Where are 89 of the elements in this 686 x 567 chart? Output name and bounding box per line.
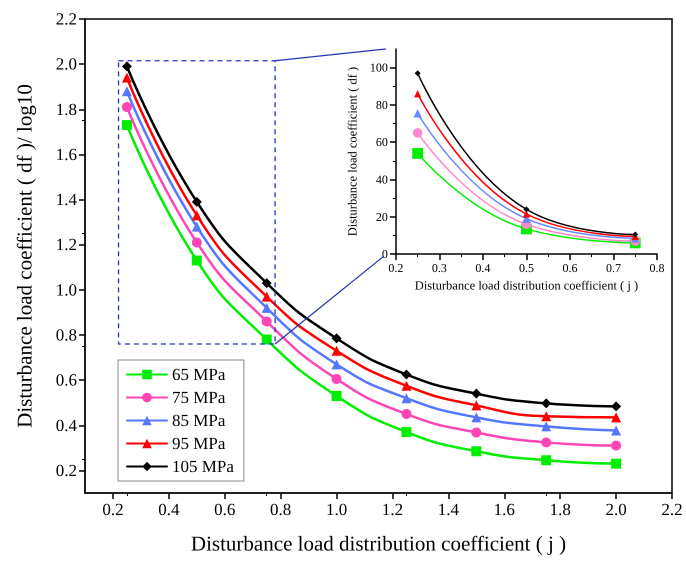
point [412, 128, 422, 138]
x-tick-label: 1.8 [550, 500, 571, 519]
point [611, 440, 622, 451]
legend-label: 75 MPa [172, 388, 226, 407]
point [262, 316, 272, 326]
x-tick-label: 1.0 [326, 500, 348, 519]
point [401, 393, 412, 404]
y-tick-label: 0.6 [56, 370, 77, 390]
point [412, 148, 424, 159]
x-tick-label: 0.2 [102, 500, 124, 519]
x-tick-label: 0.7 [606, 261, 621, 276]
point [401, 409, 412, 419]
point [332, 390, 342, 401]
point [192, 196, 202, 207]
point [332, 359, 342, 370]
y-tick-label: 2.0 [56, 54, 77, 74]
point [471, 446, 482, 456]
y-tick-label: 100 [370, 60, 388, 75]
point [122, 102, 132, 112]
point [122, 61, 132, 72]
point [471, 400, 482, 410]
y-tick-label: 40 [376, 172, 388, 187]
point [332, 346, 342, 356]
point [262, 334, 272, 345]
point [262, 278, 272, 288]
point [541, 411, 552, 422]
y-tick-label: 1.4 [56, 190, 78, 210]
x-tick-label: 0.4 [158, 500, 180, 519]
point [541, 437, 552, 448]
x-tick-label: 0.4 [475, 261, 490, 276]
x-tick-label: 2.0 [605, 500, 627, 519]
x-tick-label: 0.6 [214, 500, 236, 519]
y-tick-label: 0 [382, 247, 388, 262]
point [332, 374, 342, 384]
point [471, 388, 482, 399]
y-tick-label: 80 [376, 98, 388, 112]
point [192, 237, 202, 248]
x-tick-label: 0.5 [518, 261, 534, 276]
point [611, 425, 622, 436]
legend-label: 85 MPa [172, 411, 226, 430]
x-tick-label: 0.6 [562, 261, 578, 276]
point [122, 86, 132, 96]
legend-label: 65 MPa [172, 365, 226, 384]
point [541, 455, 552, 466]
y-tick-label: 1.2 [56, 235, 77, 254]
y-tick-label: 1.8 [56, 100, 77, 119]
legend-label: 95 MPa [172, 434, 226, 453]
x-tick-label: 2.2 [661, 500, 683, 519]
point [611, 458, 622, 469]
x-tick-label: 1.6 [494, 500, 515, 519]
y-axis-title: Disturbance load coefficient ( df ) [346, 66, 360, 236]
y-tick-label: 1.6 [56, 144, 77, 164]
x-axis-title: Disturbance load distribution coefficient ( j ) [190, 532, 566, 556]
point [262, 302, 272, 313]
point [122, 120, 132, 130]
point [192, 222, 202, 232]
x-tick-label: 0.3 [432, 261, 447, 276]
point [401, 380, 412, 391]
point [122, 72, 132, 83]
x-axis-title: Disturbance load distribution coefficient ( j ) [414, 278, 638, 292]
y-tick-label: 0.2 [56, 460, 77, 480]
point [401, 370, 412, 380]
point [611, 412, 622, 422]
point [414, 90, 422, 98]
point [192, 256, 202, 266]
legend-label: 105 MPa [172, 457, 234, 476]
point [611, 401, 622, 412]
x-tick-label: 0.8 [270, 500, 292, 519]
y-tick-label: 0.4 [56, 416, 78, 435]
y-tick-label: 20 [376, 210, 388, 224]
x-tick-label: 0.8 [650, 261, 664, 276]
point [471, 428, 482, 438]
point [414, 70, 421, 76]
y-tick-label: 60 [376, 135, 388, 150]
point [541, 398, 552, 408]
point [413, 109, 422, 118]
point [541, 421, 552, 432]
x-tick-label: 0.2 [388, 261, 404, 276]
y-tick-label: 1.0 [56, 280, 77, 300]
y-axis-title: Disturbance load coefficient ( df )/ log10 [12, 84, 36, 428]
y-tick-label: 2.2 [56, 10, 77, 28]
point [332, 333, 342, 344]
point [471, 412, 482, 422]
x-tick-label: 1.4 [438, 500, 460, 519]
point [523, 206, 530, 212]
y-tick-label: 0.8 [56, 326, 77, 344]
point [262, 292, 272, 302]
point [401, 427, 412, 438]
point [192, 210, 202, 220]
